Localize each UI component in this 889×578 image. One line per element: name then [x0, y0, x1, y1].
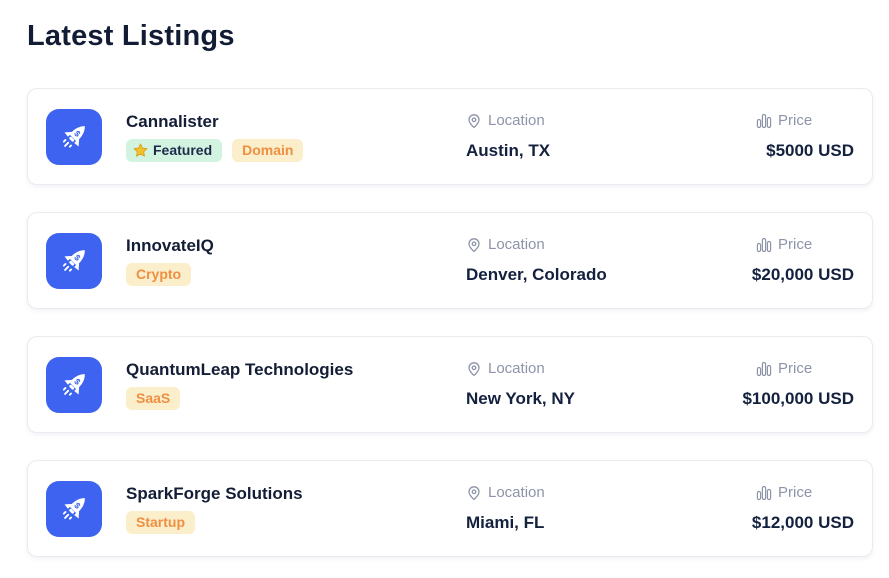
svg-text:$: $ — [72, 128, 83, 139]
price-column: Price $20,000 USD — [735, 236, 854, 285]
location-value: Austin, TX — [466, 141, 551, 160]
category-badge: Crypto — [126, 262, 192, 286]
listing-title: SparkForge Solutions — [126, 483, 303, 503]
svg-text:$: $ — [72, 252, 83, 263]
location-column: Location Miami, FL — [466, 484, 735, 533]
location-label: Location — [466, 484, 735, 501]
listing-identity: $ QuantumLeap Technologies SaaS — [46, 356, 466, 413]
price-column: Price $100,000 USD — [735, 360, 854, 409]
map-pin-icon — [468, 237, 480, 252]
price-value: $12,000 USD — [751, 513, 854, 532]
price-value: $5000 USD — [766, 141, 854, 160]
listing-title: QuantumLeap Technologies — [126, 359, 354, 379]
price-value: $20,000 USD — [751, 265, 854, 284]
location-label: Location — [466, 236, 735, 253]
price-label: Price — [735, 236, 854, 253]
price-label: Price — [735, 360, 854, 377]
price-value: $100,000 USD — [742, 389, 854, 408]
rocket-logo-icon: $ — [46, 356, 102, 413]
location-label: Location — [466, 112, 735, 129]
price-label: Price — [735, 112, 854, 129]
location-value: New York, NY — [466, 389, 575, 408]
featured-badge: Featured — [126, 138, 223, 162]
category-badge: SaaS — [126, 386, 181, 410]
bar-chart-icon — [756, 361, 772, 376]
svg-text:$: $ — [72, 376, 83, 387]
location-value: Miami, FL — [466, 513, 545, 532]
location-column: Location New York, NY — [466, 360, 735, 409]
map-pin-icon — [468, 485, 480, 500]
rocket-logo-icon: $ — [46, 108, 102, 165]
map-pin-icon — [468, 113, 480, 128]
svg-text:$: $ — [72, 500, 83, 511]
rocket-logo-icon: $ — [46, 232, 102, 289]
location-value: Denver, Colorado — [466, 265, 607, 284]
category-badge-label: Startup — [136, 514, 185, 530]
bar-chart-icon — [756, 113, 772, 128]
category-badge-label: SaaS — [136, 390, 171, 406]
latest-listings-section: Latest Listings $ Ca — [27, 0, 873, 557]
price-column: Price $5000 USD — [735, 112, 854, 161]
listing-title: Cannalister — [126, 111, 219, 131]
category-badge-label: Crypto — [136, 266, 182, 282]
map-pin-icon — [468, 361, 480, 376]
location-label: Location — [466, 360, 735, 377]
rocket-logo-icon: $ — [46, 480, 102, 537]
category-badge-label: Domain — [242, 142, 294, 158]
price-column: Price $12,000 USD — [735, 484, 854, 533]
listing-identity: $ InnovateIQ Crypto — [46, 232, 466, 289]
listing-title: InnovateIQ — [126, 235, 214, 255]
star-icon — [133, 143, 148, 157]
location-column: Location Austin, TX — [466, 112, 735, 161]
category-badge: Startup — [126, 510, 195, 534]
category-badge: Domain — [232, 138, 304, 162]
listing-card[interactable]: $ Cannalister Featured — [27, 88, 873, 185]
listing-card[interactable]: $ InnovateIQ Crypto — [27, 212, 873, 309]
bar-chart-icon — [756, 485, 772, 500]
page-title: Latest Listings — [27, 20, 235, 52]
featured-badge-label: Featured — [153, 142, 213, 158]
price-label: Price — [735, 484, 854, 501]
listing-card[interactable]: $ QuantumLeap Technologies SaaS — [27, 336, 873, 433]
listing-card[interactable]: $ SparkForge Solutions Startup — [27, 460, 873, 557]
listing-identity: $ Cannalister Featured — [46, 108, 466, 165]
listing-identity: $ SparkForge Solutions Startup — [46, 480, 466, 537]
listings-list: $ Cannalister Featured — [27, 88, 873, 557]
location-column: Location Denver, Colorado — [466, 236, 735, 285]
bar-chart-icon — [756, 237, 772, 252]
